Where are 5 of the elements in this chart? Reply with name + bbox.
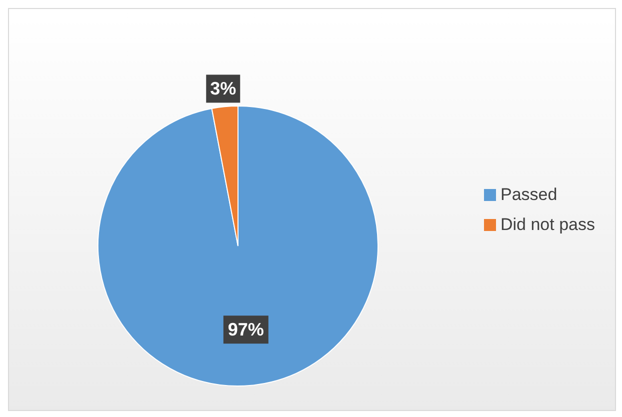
data-label: 3% <box>210 78 236 99</box>
data-label: 97% <box>228 320 264 340</box>
slice-label: Passed <box>500 184 558 206</box>
pie-slice <box>98 106 378 386</box>
legend-label: Did not pass <box>500 214 595 236</box>
